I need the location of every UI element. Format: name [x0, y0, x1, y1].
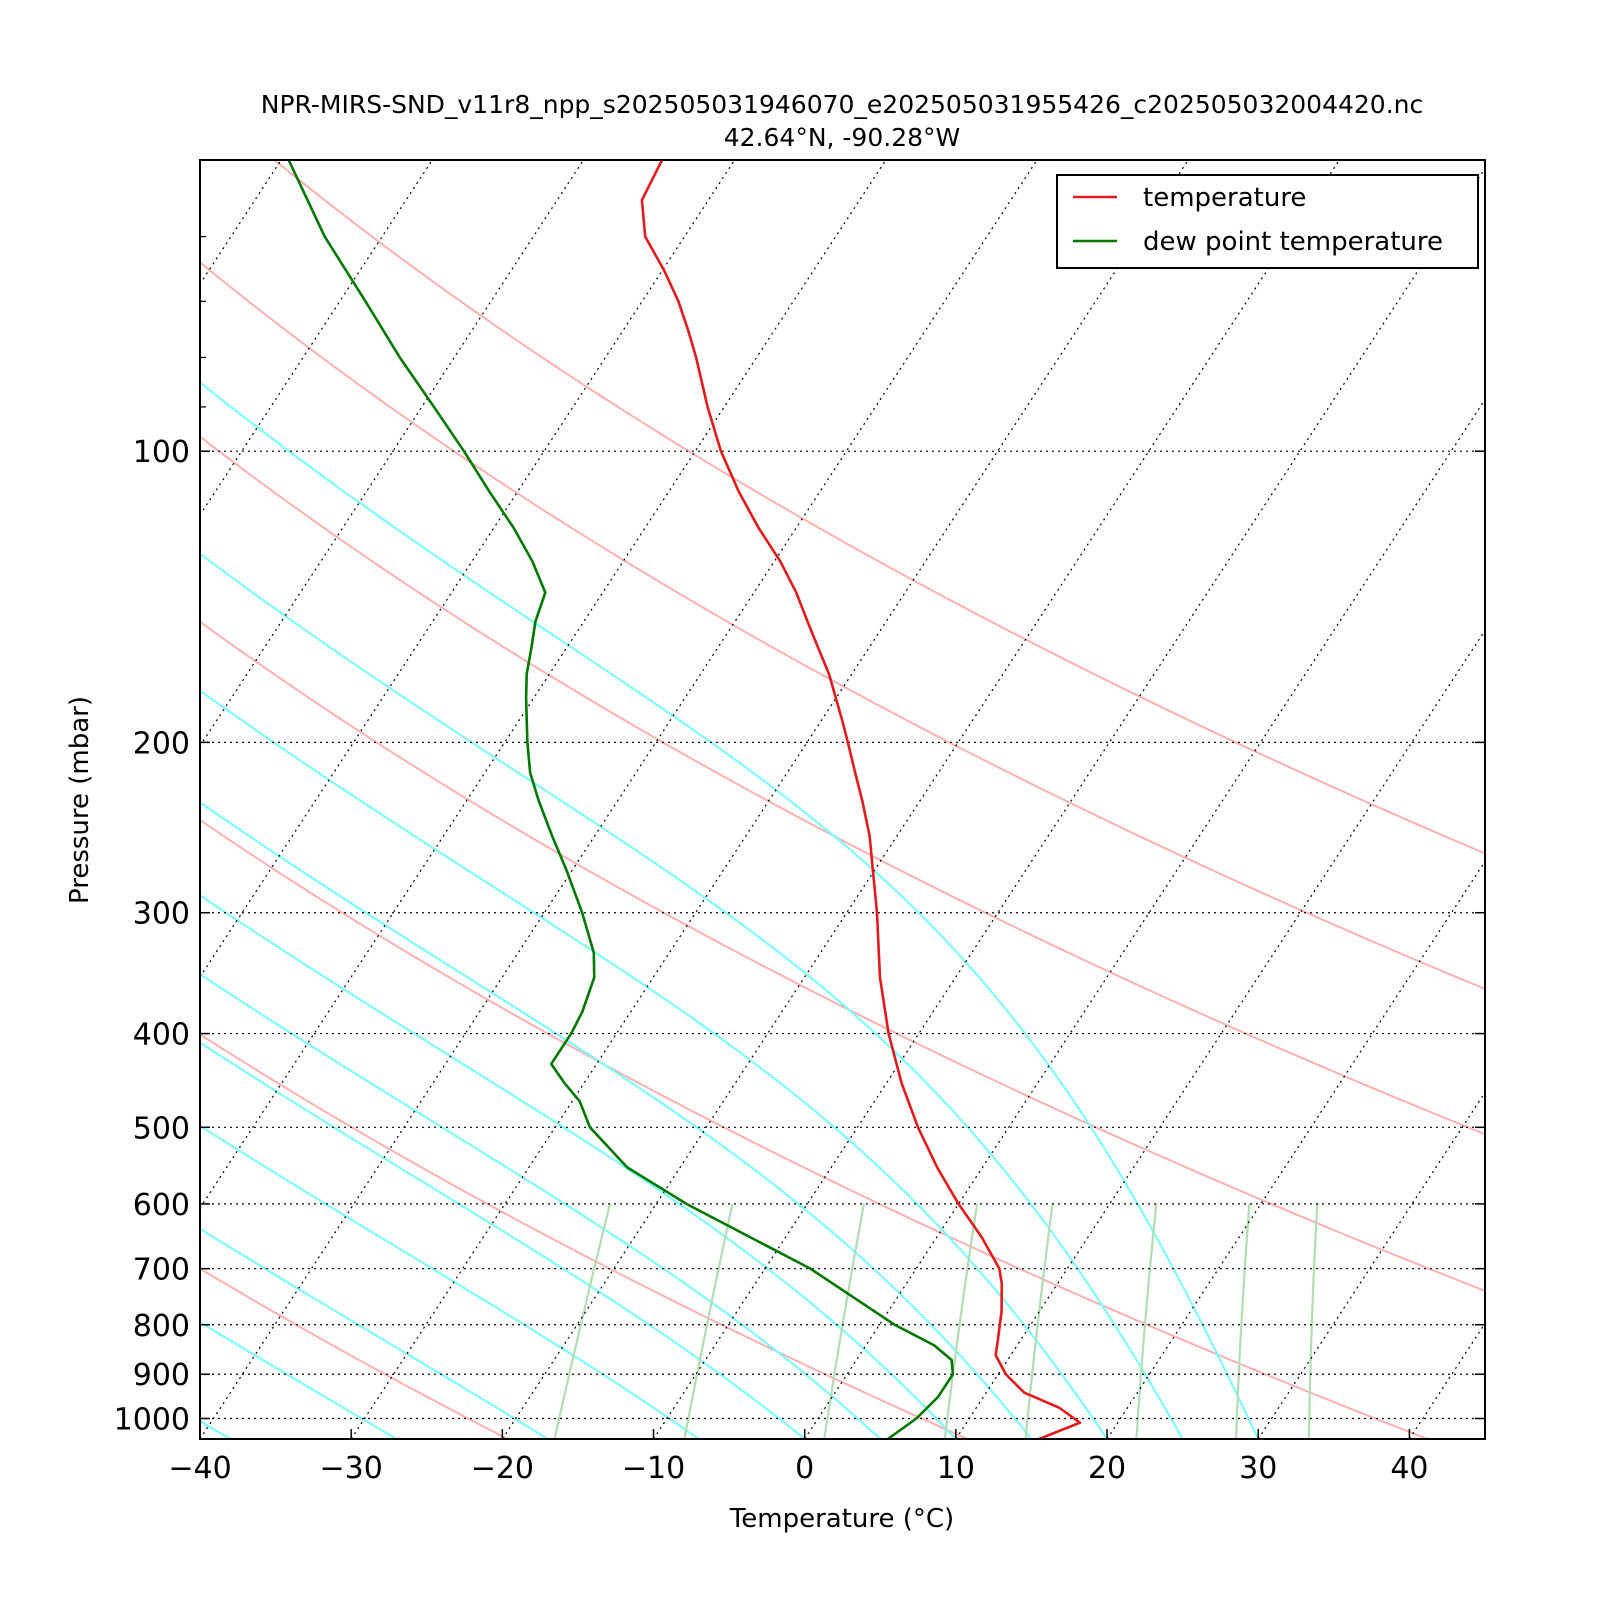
moist-adiabat-line — [200, 893, 957, 1439]
mixing-ratio-line — [823, 1203, 865, 1439]
x-tick-label: −10 — [622, 1451, 685, 1486]
legend: temperature dew point temperature — [1056, 174, 1479, 269]
dry-adiabats — [0, 160, 1485, 1439]
plot-area — [0, 160, 1485, 1439]
x-tick-label: 10 — [937, 1451, 975, 1486]
mixing-ratio-line — [1235, 1203, 1251, 1439]
y-tick-label: 200 — [133, 726, 190, 761]
x-tick-label: −20 — [471, 1451, 534, 1486]
isotherm-line — [200, 160, 282, 286]
moist-adiabat-line — [200, 1320, 398, 1439]
dry-adiabat-line — [200, 261, 1485, 991]
isotherm-line — [200, 160, 736, 979]
moist-adiabat-line — [200, 801, 1033, 1439]
dewpoint-line — [287, 160, 955, 1439]
isotherm-line — [653, 167, 1485, 1439]
mixing-ratio-line — [1307, 1203, 1319, 1439]
x-tick-label: −40 — [168, 1451, 231, 1486]
y-tick-label: 800 — [133, 1309, 190, 1344]
mixing-ratio-line — [1024, 1203, 1054, 1439]
y-tick-label: 300 — [133, 897, 190, 932]
chart-title: NPR-MIRS-SND_v11r8_npp_s202505031946070_… — [261, 90, 1424, 119]
moist-adiabat-line — [200, 972, 882, 1439]
isotherm-line — [200, 160, 584, 748]
x-axis-label: Temperature (°C) — [729, 1504, 954, 1534]
dry-adiabat-line — [0, 160, 48, 1439]
mixing-ratio-line — [553, 1203, 612, 1439]
moist-adiabat-line — [200, 689, 1108, 1439]
isobar-gridlines — [200, 450, 1485, 1420]
mixing-ratio-line — [683, 1203, 734, 1439]
isotherm-line — [200, 160, 1038, 1439]
dry-adiabat-line — [273, 160, 1485, 855]
y-tick-label: 400 — [133, 1018, 190, 1053]
dry-adiabat-line — [200, 435, 1485, 1136]
y-tick-label: 100 — [133, 435, 190, 470]
x-tick-label: 20 — [1088, 1451, 1126, 1486]
legend-label-dewpoint: dew point temperature — [1143, 227, 1443, 257]
axis-ticks: −40 −30 −20 −10 0 10 20 30 40 100 200 300 400 500 600 7… — [114, 159, 1485, 1486]
isotherm-line — [200, 160, 887, 1210]
isotherms — [200, 160, 1485, 1439]
mixing-ratio-lines — [553, 1203, 1319, 1439]
y-tick-label: 500 — [133, 1111, 190, 1146]
isotherm-line — [200, 160, 433, 517]
isotherm-line — [804, 398, 1485, 1439]
x-tick-label: 0 — [795, 1451, 814, 1486]
isotherm-line — [1257, 1091, 1485, 1439]
legend-frame — [1056, 174, 1479, 269]
moist-adiabat-line — [200, 1124, 700, 1439]
x-tick-label: 30 — [1239, 1451, 1277, 1486]
isotherm-line — [1408, 1322, 1485, 1439]
x-tick-label: 40 — [1390, 1451, 1428, 1486]
chart-subtitle: 42.64°N, -90.28°W — [724, 123, 960, 152]
isotherm-line — [501, 160, 1340, 1439]
isotherm-line — [350, 160, 1189, 1439]
y-axis-label: Pressure (mbar) — [65, 696, 95, 904]
dry-adiabat-line — [200, 1033, 969, 1439]
y-tick-label: 600 — [133, 1188, 190, 1223]
y-tick-label: 1000 — [114, 1403, 190, 1438]
moist-adiabat-line — [200, 380, 1260, 1439]
dry-adiabat-line — [200, 818, 1428, 1439]
y-tick-label: 900 — [133, 1358, 190, 1393]
plot-frame — [199, 159, 1486, 1440]
mixing-ratio-line — [1135, 1203, 1158, 1439]
mixing-ratio-line — [943, 1203, 979, 1439]
moist-adiabat-line — [200, 552, 1184, 1439]
isotherm-line — [1106, 860, 1485, 1439]
x-tick-label: −30 — [320, 1451, 383, 1486]
moist-adiabat-line — [200, 1041, 806, 1439]
isotherm-line — [955, 629, 1485, 1439]
sounding-series — [287, 160, 1082, 1439]
legend-label-temperature: temperature — [1143, 183, 1306, 213]
temperature-line — [640, 160, 1082, 1439]
moist-adiabat-line — [200, 1227, 549, 1439]
y-tick-label: 700 — [133, 1253, 190, 1288]
moist-adiabat-line — [200, 1419, 231, 1439]
dry-adiabat-line — [200, 620, 1485, 1292]
moist-adiabats — [200, 380, 1260, 1439]
